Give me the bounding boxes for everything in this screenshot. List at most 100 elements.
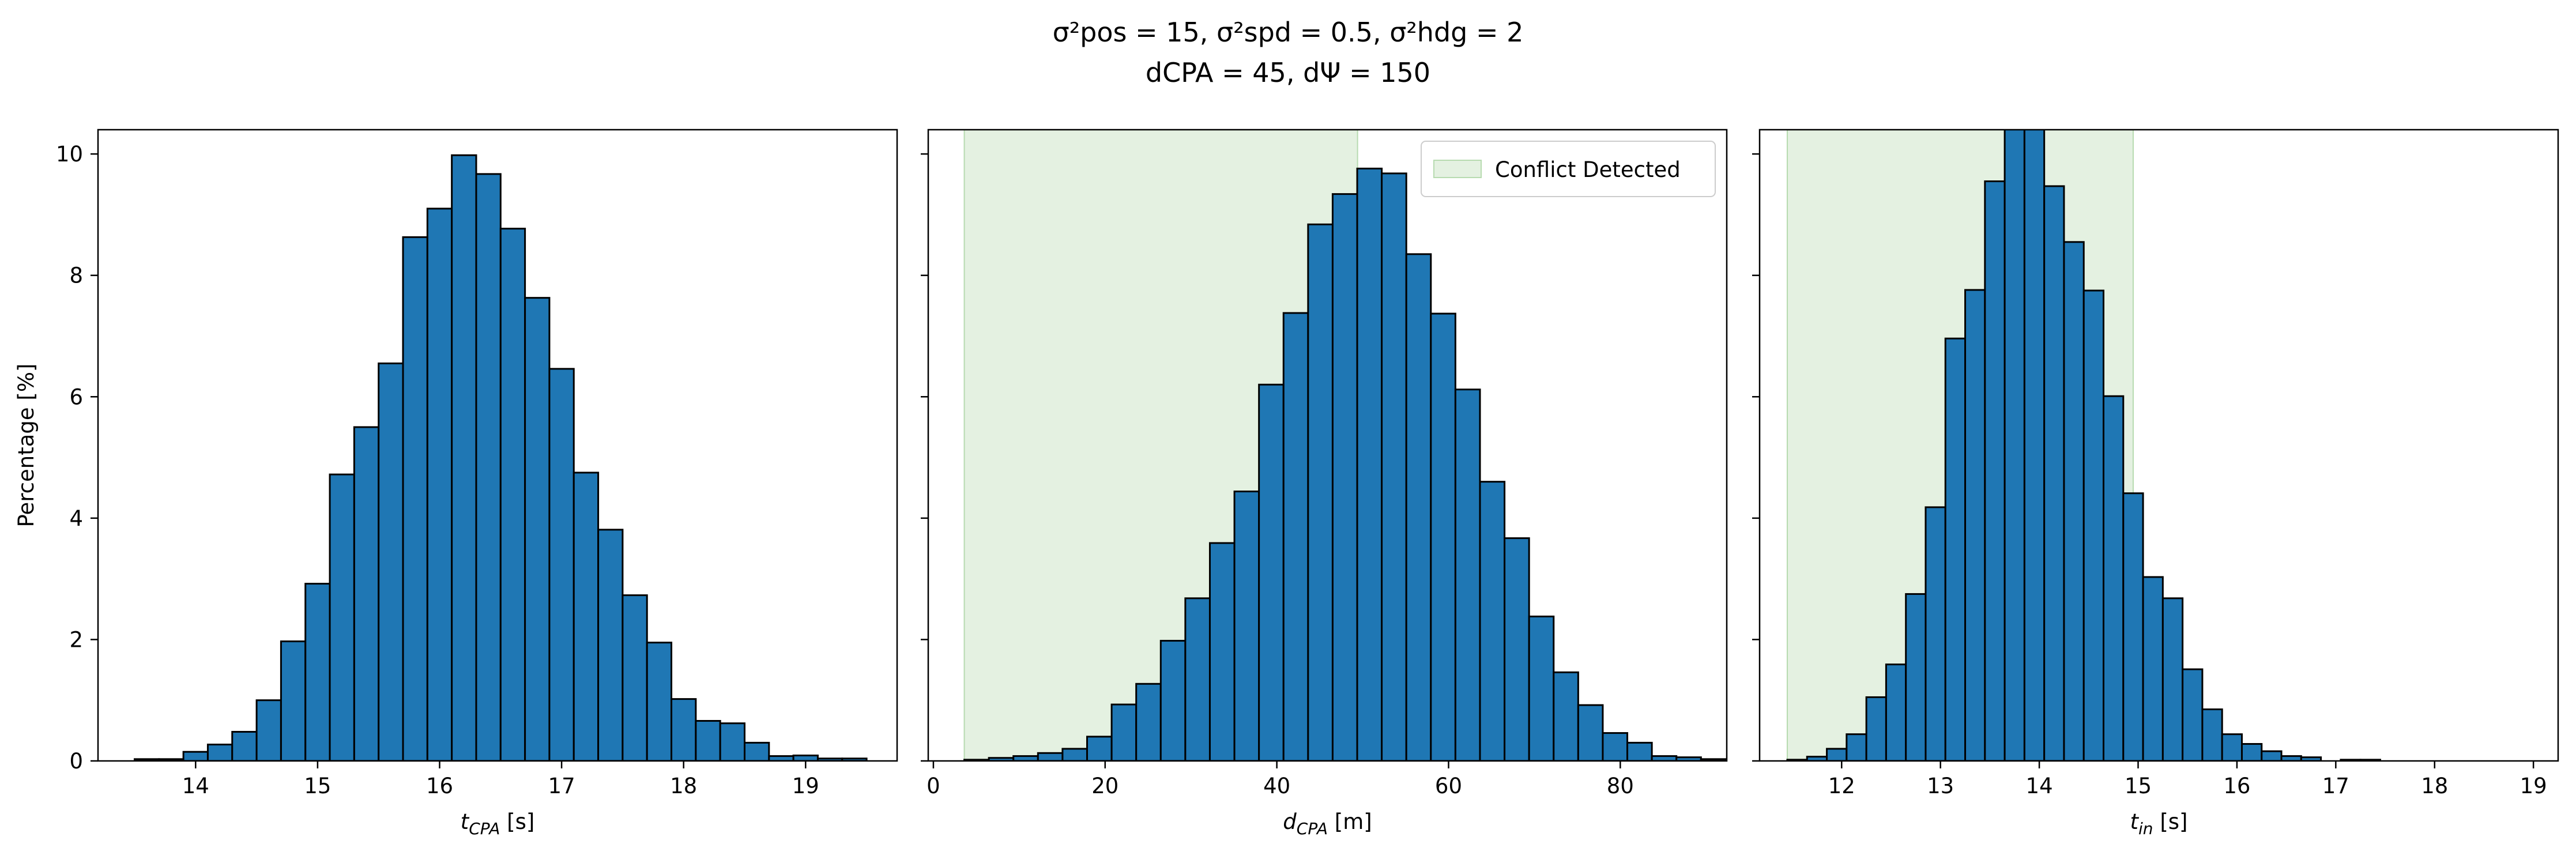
histogram-bar	[695, 720, 721, 761]
histogram-bar	[1430, 312, 1456, 761]
histogram-bar	[1602, 732, 1629, 761]
x-tick-label: 19	[2520, 774, 2547, 798]
histogram-bar	[2122, 492, 2144, 761]
histogram-bar	[206, 744, 234, 761]
histogram-bar	[2043, 185, 2065, 761]
y-tick-label: 8	[69, 263, 83, 288]
histogram-bar	[1984, 180, 2006, 761]
histogram-bar	[1110, 703, 1138, 761]
histogram-bar	[1626, 741, 1653, 761]
histogram-bar	[743, 741, 770, 761]
histogram-bar	[1528, 615, 1555, 761]
histogram-bar	[1356, 167, 1383, 761]
x-tick-label: 0	[927, 774, 940, 798]
x-axis-label: tCPA [s]	[461, 809, 535, 838]
histogram-panel-3: 12 13 14 15 16 17 18 19 tin [s]	[1752, 129, 2559, 838]
x-axis-label: tin [s]	[2130, 809, 2188, 838]
x-tick-label: 20	[1091, 774, 1118, 798]
histogram-bar	[2103, 395, 2125, 761]
histogram-bar	[280, 640, 307, 761]
x-tick-label: 17	[548, 774, 575, 798]
histogram-bar	[548, 368, 575, 761]
histogram-bar	[182, 751, 209, 761]
histogram-bar	[2221, 733, 2243, 761]
histogram-bar	[2023, 130, 2046, 761]
histogram-bar	[719, 722, 745, 761]
histogram-bar	[475, 173, 502, 761]
histogram-bar	[1331, 193, 1358, 761]
histogram-bar	[2063, 241, 2085, 761]
y-tick-label: 0	[69, 749, 83, 774]
histogram-panel-2: 0 20 40 60 80 dCPA [m] Conflict Detected	[921, 129, 1728, 838]
x-tick-label: 15	[2125, 774, 2152, 798]
histogram-bar	[1086, 736, 1113, 761]
histogram-bar	[353, 426, 380, 761]
plot-area	[963, 130, 1727, 761]
histogram-bar	[2182, 668, 2204, 761]
histogram-bar	[1405, 253, 1432, 761]
histogram-bar	[304, 583, 331, 761]
axes-frame	[1758, 129, 2559, 762]
x-tick-label: 18	[670, 774, 697, 798]
histogram-bar	[451, 154, 477, 761]
histogram-bar	[1037, 752, 1064, 761]
figure-title-line-1: σ²pos = 15, σ²spd = 0.5, σ²hdg = 2	[1053, 17, 1524, 48]
histogram-bar	[1944, 337, 1967, 761]
histogram-bar	[1885, 663, 1907, 761]
histogram-bar	[1307, 223, 1334, 761]
legend-box	[1421, 141, 1716, 197]
plot-area	[133, 154, 868, 761]
x-tick-label: 14	[2026, 774, 2053, 798]
x-tick-label: 16	[2223, 774, 2250, 798]
x-tick-label: 16	[426, 774, 453, 798]
histogram-bar	[1454, 389, 1481, 761]
histogram-bar	[1184, 597, 1211, 761]
x-tick-label: 14	[182, 774, 209, 798]
x-tick-label: 12	[1828, 774, 1855, 798]
histogram-bar	[2003, 130, 2025, 761]
histogram-bar	[1925, 506, 1946, 761]
histogram-bar	[402, 236, 428, 761]
histogram-bar	[1233, 491, 1260, 761]
histogram-bar	[499, 228, 526, 761]
histogram-bar	[426, 208, 453, 761]
axes-frame	[927, 129, 1728, 762]
histogram-bar	[1846, 733, 1867, 761]
histogram-bar	[378, 362, 404, 761]
histogram-bar	[1964, 289, 1986, 761]
x-tick-label: 18	[2421, 774, 2448, 798]
x-tick-label: 19	[792, 774, 819, 798]
axes-frame	[97, 129, 898, 762]
histogram-panels: 14 15 16 17 18 19 0 2 4 6 8 10 tCPA [s] Percentage [%…	[14, 129, 2559, 838]
histogram-bar	[1553, 671, 1579, 761]
histogram-bar	[2161, 597, 2184, 761]
x-tick-label: 15	[304, 774, 331, 798]
figure-title-line-2: dCPA = 45, dΨ = 150	[1146, 57, 1430, 88]
histogram-bar	[1865, 696, 1887, 761]
histogram-bar	[2261, 750, 2283, 761]
histogram-bar	[329, 473, 355, 761]
histogram-bar	[1061, 748, 1089, 761]
histogram-bar	[1826, 748, 1848, 761]
histogram-bar	[1651, 755, 1678, 761]
histogram-bar	[573, 472, 600, 761]
histogram-bar	[255, 699, 282, 761]
histogram-bar	[1479, 481, 1506, 761]
x-axis-label: dCPA [m]	[1283, 809, 1372, 838]
histogram-bar	[768, 755, 794, 761]
histogram-bar	[646, 642, 673, 761]
legend: Conflict Detected	[1421, 141, 1716, 197]
histogram-bar	[1208, 542, 1236, 761]
y-axis-label: Percentage [%]	[14, 364, 39, 527]
histogram-bar	[1282, 312, 1309, 761]
x-tick-label: 13	[1927, 774, 1954, 798]
histogram-bar	[671, 698, 697, 761]
histogram-panel-1: 14 15 16 17 18 19 0 2 4 6 8 10 tCPA [s] Percentage [%…	[14, 129, 898, 838]
histogram-bar	[524, 297, 551, 761]
histogram-bar	[2142, 576, 2164, 761]
y-tick-label: 6	[69, 384, 83, 409]
x-tick-label: 60	[1435, 774, 1462, 798]
y-tick-label: 2	[69, 627, 83, 652]
histogram-bar	[1905, 593, 1927, 761]
